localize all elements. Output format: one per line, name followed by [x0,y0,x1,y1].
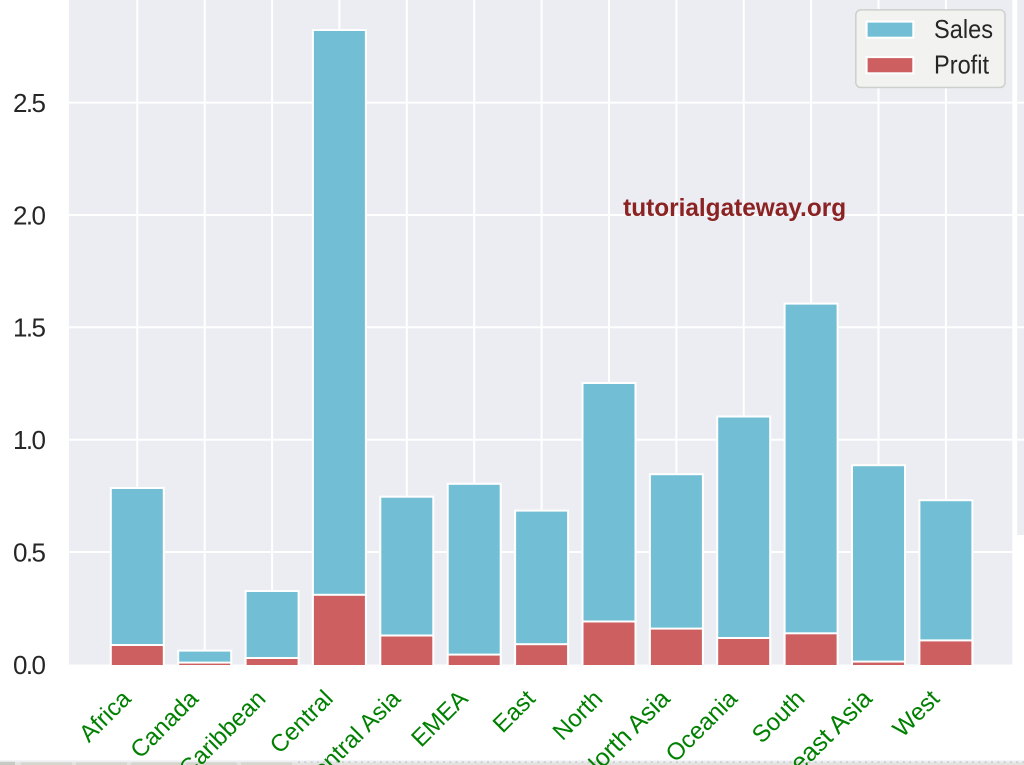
svg-text:1.0: 1.0 [13,425,46,455]
svg-text:2.5: 2.5 [13,88,46,118]
svg-text:2.0: 2.0 [13,200,46,230]
svg-text:tutorialgateway.org: tutorialgateway.org [623,194,846,222]
svg-text:0.0: 0.0 [13,650,46,680]
svg-text:Sales: Sales [934,14,993,44]
svg-text:Profit: Profit [934,50,990,80]
svg-text:0.5: 0.5 [13,537,46,567]
svg-text:1.5: 1.5 [13,313,46,343]
